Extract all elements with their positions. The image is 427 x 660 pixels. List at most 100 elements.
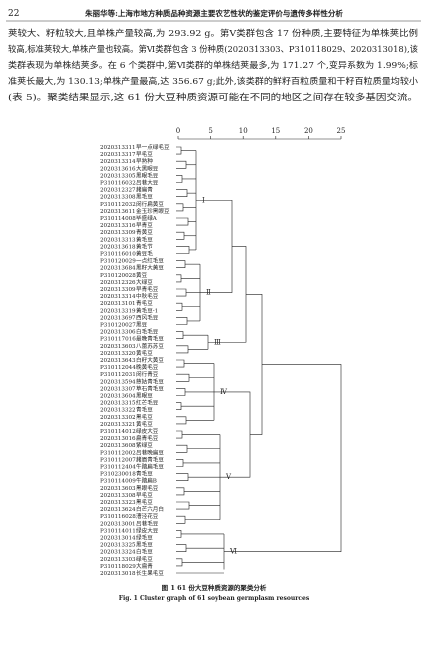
leaf-id: 2020313317 — [100, 152, 136, 158]
leaf-name: 赭扁青 — [136, 186, 153, 194]
dendro-link — [176, 260, 186, 268]
leaf-name: 绿毛豆 — [136, 534, 153, 542]
leaf-name: 红芒毛豆 — [136, 399, 159, 407]
leaf-name: 黑豆 — [136, 322, 148, 329]
leaf-name: 黑毛豆 — [136, 541, 153, 549]
leaf-id: 2020313616 — [100, 166, 136, 172]
axis-tick-label: 0 — [176, 127, 180, 135]
body-line: (表 5)。聚类结果显示,这 61 份大豆种质资源可能在不同的地区之间存在较多基… — [8, 92, 418, 102]
leaf-name: 吕巷大豆 — [136, 179, 159, 187]
leaf-id: 2020313321 — [100, 422, 136, 428]
leaf-name: 白毛毛豆 — [136, 328, 159, 336]
dendro-link — [176, 473, 189, 481]
leaf-id: P310116032 — [100, 181, 136, 187]
dendro-link — [196, 199, 233, 293]
axis-tick-label: 15 — [271, 127, 280, 135]
leaf-id: 2020313320 — [100, 351, 136, 357]
leaf-name: 黄毛豆-1 — [136, 306, 158, 314]
dendro-link — [176, 459, 184, 467]
leaf-id: P310117016 — [100, 337, 136, 343]
leaf-name: 早青毛豆 — [136, 285, 159, 293]
dendro-link — [176, 501, 190, 510]
leaf-id: 2020313603 — [100, 344, 136, 350]
body-line: 较高,标准荚较大,单株产量也较高。第Ⅵ类群包含 3 份种质(2020313303… — [8, 44, 418, 54]
leaf-name: 最晚青毛豆 — [136, 335, 164, 343]
leaf-name: 早毛豆 — [136, 491, 153, 499]
dendro-link — [176, 416, 187, 425]
leaf-id: 2020313311 — [100, 145, 136, 151]
dendro-link — [208, 246, 247, 343]
leaf-id: P310114009 — [100, 479, 136, 485]
leaf-name: 白籽大黄豆 — [136, 356, 164, 364]
leaf-id: 2020313323 — [100, 500, 136, 506]
leaf-name: 黑毛豆 — [136, 498, 153, 506]
leaf-id: 2020313314 — [100, 294, 136, 300]
axis-tick-label: 5 — [208, 127, 212, 135]
leaf-id: 2020313302 — [100, 415, 136, 421]
leaf-name: 白毛豆 — [136, 548, 153, 556]
leaf-name: 青毛豆 — [136, 470, 153, 478]
leaf-id: 2020313307 — [100, 386, 136, 392]
leaf-name: 黑毛豆 — [136, 413, 153, 421]
leaf-name: 赭眉青毛豆 — [136, 455, 164, 463]
leaf-id: 2020313316 — [100, 223, 136, 229]
leaf-id: 2020313608 — [100, 443, 136, 449]
leaf-id: 2020313014 — [100, 536, 136, 542]
leaf-name: 黄豆 — [136, 271, 148, 279]
dendro-link — [224, 364, 342, 552]
axis-tick-label: 10 — [239, 127, 248, 135]
leaf-name: 闵行扁黄豆 — [136, 200, 164, 208]
leaf-id: 2020313309 — [100, 287, 136, 293]
leaf-id: P310112031 — [100, 372, 136, 378]
leaf-name: 绿毛豆 — [136, 555, 153, 563]
dendro-link — [176, 317, 188, 325]
leaf-name: 闵行青豆 — [136, 370, 159, 378]
leaf-id: 2020313322 — [100, 408, 136, 414]
dendro-link — [176, 231, 185, 240]
dendro-link — [176, 331, 184, 339]
dendro-link — [176, 402, 182, 410]
leaf-id: 2020313309 — [100, 230, 136, 236]
dendro-link — [176, 373, 190, 382]
leaf-id: P310114008 — [100, 216, 136, 222]
leaf-name: 一点红毛豆 — [136, 257, 164, 265]
leaf-name: 黑毛豆 — [136, 193, 153, 201]
leaf-id: P310112002 — [100, 450, 136, 456]
leaf-id: P310120027 — [100, 323, 136, 329]
leaf-id: P310112007 — [100, 457, 136, 463]
leaf-name: 紫绿豆 — [136, 441, 153, 449]
leaf-id: 2020313314 — [100, 159, 136, 165]
leaf-name: 牛踏扁B — [136, 477, 157, 485]
leaf-name: 黄毛豆 — [136, 349, 153, 357]
leaf-id: P310230018 — [100, 472, 136, 478]
dendro-link — [176, 430, 183, 439]
leaf-id: 2020313001 — [100, 521, 136, 527]
leaf-id: 2020313697 — [100, 315, 136, 321]
leaf-id: 2020313603 — [100, 486, 136, 492]
leaf-name: 毕盛绿A — [136, 214, 158, 222]
leaf-name: 青毛豆 — [136, 406, 153, 414]
leaf-name: 金玉珍黑眼豆 — [136, 207, 170, 215]
leaf-name: 长生果毛豆 — [136, 569, 164, 577]
leaf-name: 漕泾花豆 — [136, 512, 159, 520]
leaf-id: 2020313306 — [100, 330, 136, 336]
body-line: 类群表现为单株结荚多。在 6 个类群中,第Ⅵ类群的单株结荚最多,为 171.27… — [8, 60, 419, 70]
leaf-id: 2020313308 — [100, 195, 136, 201]
leaf-name: 八蕾苏苏豆 — [136, 342, 164, 350]
leaf-name: 黄毛节 — [136, 242, 153, 250]
leaf-id: 2020313324 — [100, 550, 136, 556]
leaf-name: 早熟种 — [136, 157, 153, 165]
leaf-name: 早一点绿毛豆 — [136, 143, 170, 151]
leaf-id: P310120029 — [100, 259, 136, 265]
dendro-link — [176, 544, 187, 552]
axis-tick-label: 20 — [304, 127, 313, 135]
leaf-name: 绿皮大豆 — [136, 427, 159, 435]
leaf-name: 牛踏扁毛豆 — [136, 463, 164, 471]
body-line: 荚较大、籽粒较大,且单株产量较高,为 293.92 g。第Ⅴ类群包含 17 份种… — [8, 28, 418, 38]
leaf-name: 晚黄毛豆 — [136, 363, 159, 371]
dendro-link — [176, 189, 188, 197]
leaf-name: 绿皮大豆 — [136, 526, 159, 534]
leaf-name: 黑眼毛豆 — [136, 171, 159, 179]
leaf-name: 吕巷晚扁豆 — [136, 448, 164, 456]
leaf-id: 2020313643 — [100, 358, 136, 364]
